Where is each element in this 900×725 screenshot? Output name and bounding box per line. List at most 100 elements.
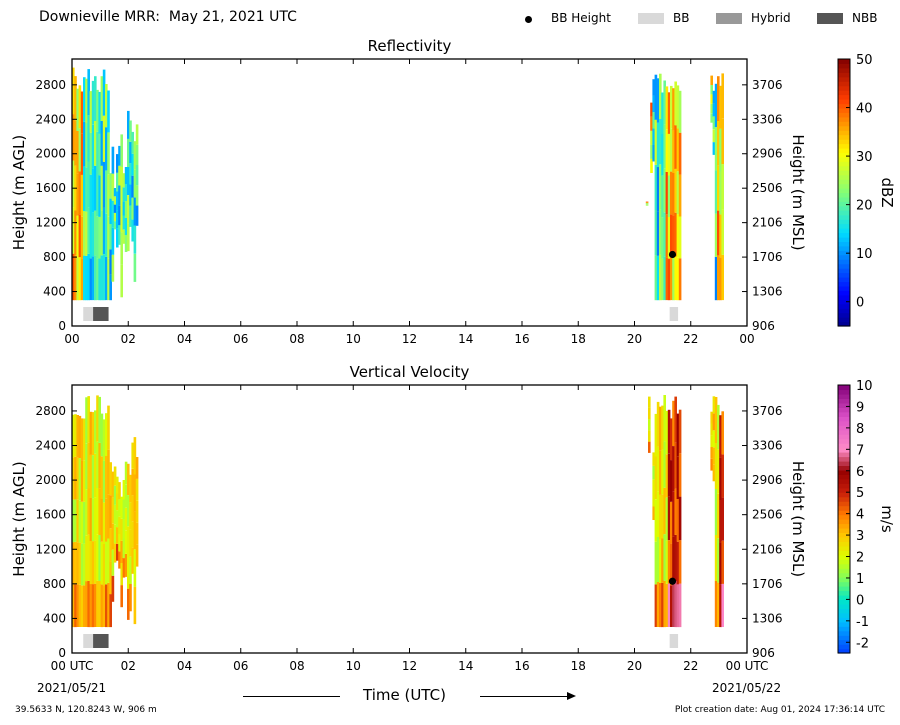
echo-cell xyxy=(91,168,95,213)
x-tick-label: 22 xyxy=(683,659,698,673)
echo-cell xyxy=(124,184,128,201)
echo-cell xyxy=(135,185,139,206)
colorbar-segment xyxy=(838,139,850,145)
echo-cell xyxy=(656,582,660,627)
x-tick-label: 08 xyxy=(289,659,304,673)
echo-cell xyxy=(721,454,724,498)
echo-cell xyxy=(129,556,132,584)
colorbar-segment xyxy=(838,523,850,529)
echo-cell xyxy=(85,167,88,212)
echo-cell xyxy=(85,535,88,582)
echo-cell xyxy=(676,413,680,457)
echo-cell xyxy=(674,488,677,535)
y-axis-right-label: Height (m MSL) xyxy=(789,134,807,250)
echo-cell xyxy=(665,257,669,301)
echo-cell xyxy=(712,430,716,448)
echo-cell xyxy=(120,518,123,541)
x-tick-label: 12 xyxy=(402,332,417,346)
echo-cell xyxy=(645,202,649,204)
echo-cell xyxy=(129,184,132,206)
colorbar-segment xyxy=(838,443,850,449)
echo-cell xyxy=(89,541,93,585)
colorbar-segment xyxy=(838,290,850,296)
echo-cell xyxy=(721,254,724,301)
echo-cell xyxy=(659,254,662,301)
echo-region xyxy=(710,396,724,628)
y-axis-right-label: Height (m MSL) xyxy=(789,461,807,577)
echo-cell xyxy=(127,223,130,252)
echo-cell xyxy=(78,458,82,501)
echo-cell xyxy=(76,499,79,543)
echo-cell xyxy=(113,188,117,197)
echo-cell xyxy=(96,89,99,132)
echo-cell xyxy=(94,210,97,256)
echo-cell xyxy=(131,153,134,176)
echo-cell xyxy=(131,547,134,574)
echo-cell xyxy=(113,466,117,486)
echo-cell xyxy=(710,85,713,95)
colorbar-segment xyxy=(838,416,850,422)
echo-cell xyxy=(659,119,662,165)
echo-cell xyxy=(74,210,77,256)
echo-cell xyxy=(654,164,658,210)
colorbar-segment xyxy=(838,389,850,395)
echo-cell xyxy=(76,584,79,627)
colorbar-segment xyxy=(838,621,850,627)
echo-cell xyxy=(83,418,86,461)
echo-cell xyxy=(712,413,716,431)
x-tick-label: 10 xyxy=(346,659,361,673)
echo-cell xyxy=(120,134,123,167)
echo-cell xyxy=(678,453,682,497)
echo-cell xyxy=(674,581,677,628)
echo-cell xyxy=(80,585,84,627)
echo-cell xyxy=(670,257,673,301)
echo-cell xyxy=(87,442,90,489)
echo-cell xyxy=(676,584,680,628)
colorbar-segment xyxy=(838,492,850,498)
echo-cell xyxy=(85,397,88,444)
echo-cell xyxy=(129,529,132,557)
echo-cell xyxy=(105,127,108,171)
echo-cell xyxy=(111,254,115,282)
colorbar-segment xyxy=(838,228,850,234)
echo-cell xyxy=(710,75,713,85)
echo-cell xyxy=(111,173,115,201)
echo-cell xyxy=(661,217,664,259)
echo-cell xyxy=(109,528,112,562)
echo-cell xyxy=(661,538,664,583)
colorbar-segment xyxy=(838,434,850,440)
echo-cell xyxy=(113,524,117,544)
echo-cell xyxy=(91,256,95,301)
echo-cell xyxy=(74,541,77,585)
echo-cell xyxy=(83,255,86,301)
y-tick-right-label: 2106 xyxy=(752,542,783,556)
x-tick-label: 14 xyxy=(458,659,473,673)
y-tick-label: 400 xyxy=(43,285,66,299)
colorbar-tick-label: 1 xyxy=(856,572,864,587)
colorbar-segment xyxy=(838,223,850,229)
echo-cell xyxy=(102,544,106,586)
echo-cell xyxy=(80,91,84,134)
echo-cell xyxy=(100,210,104,256)
echo-cell xyxy=(96,441,99,488)
colorbar-segment xyxy=(838,76,850,82)
echo-cell xyxy=(717,76,720,121)
echo-cell xyxy=(111,549,115,576)
echo-cell xyxy=(719,171,722,215)
echo-cell xyxy=(656,211,660,256)
echo-cell xyxy=(111,227,115,255)
echo-cell xyxy=(654,210,658,256)
colorbar-tick-label: 20 xyxy=(856,199,873,214)
colorbar-segment xyxy=(838,603,850,609)
colorbar-tick-label: 6 xyxy=(856,465,864,480)
echo-cell xyxy=(89,174,93,217)
y-tick-right-label: 1706 xyxy=(752,250,783,264)
echo-cell xyxy=(135,124,139,145)
x-tick-label: 10 xyxy=(346,332,361,346)
echo-cell xyxy=(109,173,112,199)
echo-cell xyxy=(665,129,669,172)
echo-cell xyxy=(94,453,97,497)
echo-cell xyxy=(129,584,132,612)
echo-cell xyxy=(74,456,77,500)
colorbar-segment xyxy=(838,63,850,69)
